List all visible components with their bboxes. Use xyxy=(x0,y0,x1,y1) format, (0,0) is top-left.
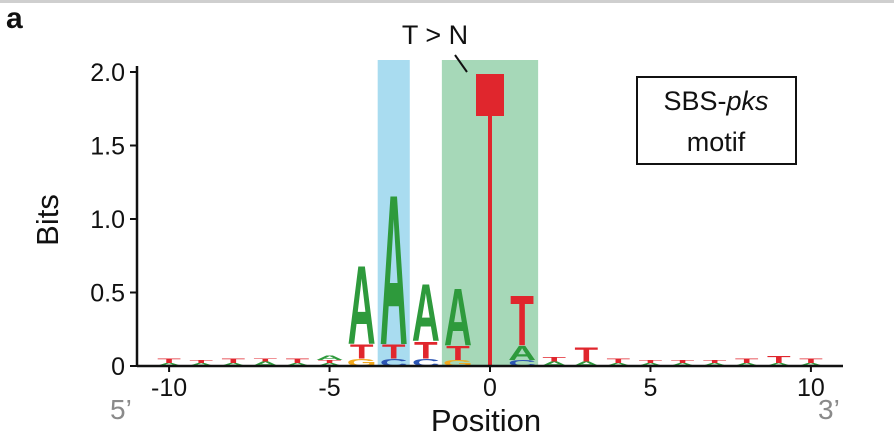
y-tick-label-1: 0.5 xyxy=(90,280,125,308)
x-tick-label-4: 10 xyxy=(797,374,825,402)
logo-letter-A-pos4-0: A xyxy=(604,362,632,367)
logo-letter-C-pos-2-0: C xyxy=(412,357,440,369)
logo-letter-A-pos-4-2: A xyxy=(348,242,376,368)
y-tick-label-4: 2.0 xyxy=(90,59,125,87)
logo-letter-T-pos4-1: T xyxy=(607,358,631,365)
mutated-base-block xyxy=(476,74,504,116)
logo-letter-T-pos-4-1: T xyxy=(350,340,374,363)
x-tick-label-0: -10 xyxy=(151,374,187,402)
logo-letter-A-pos5-0: A xyxy=(636,362,664,367)
logo-letter-T-pos-8-1: T xyxy=(221,358,245,365)
logo-letter-A-pos-8-0: A xyxy=(219,362,247,367)
logo-letter-T-pos1-2: T xyxy=(510,282,534,362)
logo-letter-A-pos9-0: A xyxy=(765,362,793,367)
y-tick-label-2: 1.0 xyxy=(90,206,125,234)
logo-letter-A-pos8-0: A xyxy=(733,362,761,367)
logo-letter-T-pos8-1: T xyxy=(735,358,759,365)
x-tick-label-2: 0 xyxy=(483,374,497,402)
logo-letter-T-pos-10-1: T xyxy=(157,358,181,365)
logo-letter-T-pos6-1: T xyxy=(671,359,695,364)
y-tick-label-3: 1.5 xyxy=(90,133,125,161)
logo-letter-A-pos-10-0: A xyxy=(155,362,183,367)
mutation-annotation: T > N xyxy=(402,20,468,50)
logo-letter-G-pos-4-0: G xyxy=(347,357,377,369)
logo-letter-A-pos-3-2: A xyxy=(380,151,408,390)
axes: 0 0.5 1.0 1.5 2.0 -10 -5 0 5 10 xyxy=(90,59,843,402)
logo-letter-A-pos6-0: A xyxy=(669,362,697,367)
y-axis-title: Bits xyxy=(30,194,65,246)
highlight-band-1 xyxy=(377,60,410,366)
logo-letter-T-pos7-1: T xyxy=(703,359,727,364)
panel-letter: a xyxy=(6,2,23,35)
logo-letter-A-pos-6-0: A xyxy=(283,362,311,367)
logo-letter-T-pos-7-1: T xyxy=(254,358,278,363)
logo-letter-T-pos-2-1: T xyxy=(414,337,438,364)
logo-letter-T-pos9-1: T xyxy=(767,354,791,366)
logo-letter-A-pos-5-0: A xyxy=(316,362,344,367)
logo-letter-A-pos7-0: A xyxy=(701,362,729,367)
x-tick-label-1: -5 xyxy=(318,374,340,402)
logo-letter-T-pos5-1: T xyxy=(639,359,663,364)
logo-letter-T-pos-5-1: T xyxy=(318,359,342,364)
logo-letter-T-pos-3-1: T xyxy=(382,340,406,363)
logo-letter-C-pos1-0: C xyxy=(508,359,536,368)
logo-letter-T-pos2-1: T xyxy=(542,356,566,363)
x-axis-title: Position xyxy=(431,403,541,438)
logo-letter-A-pos-2-2: A xyxy=(412,267,440,359)
logo-letter-A-pos-1-2: A xyxy=(444,271,472,363)
five-prime-label: 5’ xyxy=(110,394,132,425)
logo-letter-T-pos-1-1: T xyxy=(446,342,470,365)
logo-letter-A-pos3-0: A xyxy=(572,360,600,367)
motif-box-line2: motif xyxy=(687,127,746,157)
motif-box-line1: SBS-pks xyxy=(663,86,768,116)
motif-box-prefix: SBS- xyxy=(663,86,726,116)
logo-letter-A-pos-5-2: A xyxy=(316,355,344,362)
logo-letter-A-pos-7-0: A xyxy=(251,360,279,367)
logo-letter-C-pos-3-0: C xyxy=(380,357,408,369)
top-divider xyxy=(0,0,894,3)
logo-letter-A-pos1-1: A xyxy=(508,342,536,365)
logo-letter-T-pos10-1: T xyxy=(799,358,823,365)
y-tick-label-0: 0 xyxy=(111,353,125,381)
annotation-leader-line xyxy=(454,54,468,73)
motif-box-italic: pks xyxy=(726,86,769,116)
motif-label-box: SBS-pks motif xyxy=(636,76,797,165)
x-tick-label-3: 5 xyxy=(644,374,658,402)
logo-letter-T-pos-6-1: T xyxy=(286,358,310,365)
logo-letter-A-pos-9-0: A xyxy=(187,362,215,367)
logo-letter-T-pos-9-1: T xyxy=(189,359,213,364)
mutated-base-marker xyxy=(476,74,504,366)
logo-letter-A-pos2-0: A xyxy=(540,360,568,367)
three-prime-label: 3’ xyxy=(818,394,840,425)
logo-letter-G-pos-1-0: G xyxy=(443,359,473,368)
logo-letter-T-pos3-1: T xyxy=(574,343,598,366)
logo-letter-A-pos10-0: A xyxy=(797,362,825,367)
